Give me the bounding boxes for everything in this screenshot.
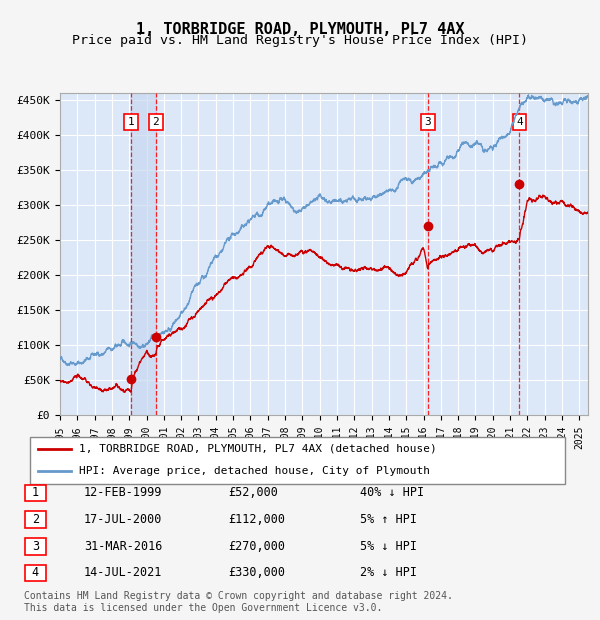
Text: Price paid vs. HM Land Registry's House Price Index (HPI): Price paid vs. HM Land Registry's House … xyxy=(72,34,528,47)
Text: £52,000: £52,000 xyxy=(228,487,278,499)
FancyBboxPatch shape xyxy=(25,485,46,501)
Text: 3: 3 xyxy=(32,540,39,552)
Bar xyxy=(131,93,156,415)
Text: 40% ↓ HPI: 40% ↓ HPI xyxy=(360,487,424,499)
Text: 2: 2 xyxy=(152,117,159,127)
FancyBboxPatch shape xyxy=(25,564,46,582)
Text: Contains HM Land Registry data © Crown copyright and database right 2024.
This d: Contains HM Land Registry data © Crown c… xyxy=(24,591,453,613)
Text: HPI: Average price, detached house, City of Plymouth: HPI: Average price, detached house, City… xyxy=(79,466,430,476)
Text: 4: 4 xyxy=(516,117,523,127)
FancyBboxPatch shape xyxy=(25,538,46,554)
Text: 1, TORBRIDGE ROAD, PLYMOUTH, PL7 4AX: 1, TORBRIDGE ROAD, PLYMOUTH, PL7 4AX xyxy=(136,22,464,37)
Text: 1, TORBRIDGE ROAD, PLYMOUTH, PL7 4AX (detached house): 1, TORBRIDGE ROAD, PLYMOUTH, PL7 4AX (de… xyxy=(79,444,437,454)
FancyBboxPatch shape xyxy=(29,436,565,484)
Text: 2% ↓ HPI: 2% ↓ HPI xyxy=(360,567,417,579)
Text: £330,000: £330,000 xyxy=(228,567,285,579)
Text: 14-JUL-2021: 14-JUL-2021 xyxy=(84,567,163,579)
Text: 1: 1 xyxy=(128,117,134,127)
Text: £112,000: £112,000 xyxy=(228,513,285,526)
Text: 5% ↓ HPI: 5% ↓ HPI xyxy=(360,540,417,552)
Text: 17-JUL-2000: 17-JUL-2000 xyxy=(84,513,163,526)
Text: 5% ↑ HPI: 5% ↑ HPI xyxy=(360,513,417,526)
Text: 31-MAR-2016: 31-MAR-2016 xyxy=(84,540,163,552)
FancyBboxPatch shape xyxy=(25,511,46,528)
Text: 4: 4 xyxy=(32,567,39,579)
Text: 3: 3 xyxy=(424,117,431,127)
Text: £270,000: £270,000 xyxy=(228,540,285,552)
Text: 12-FEB-1999: 12-FEB-1999 xyxy=(84,487,163,499)
Text: 2: 2 xyxy=(32,513,39,526)
Text: 1: 1 xyxy=(32,487,39,499)
